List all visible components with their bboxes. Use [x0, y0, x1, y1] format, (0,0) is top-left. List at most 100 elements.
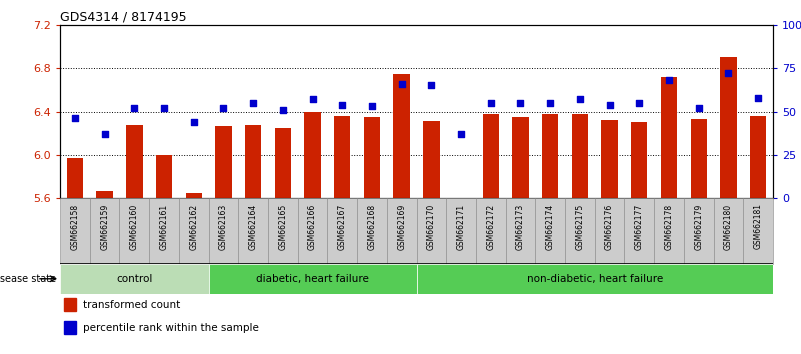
Point	[603, 102, 616, 107]
Point	[425, 82, 438, 88]
Bar	[334, 116, 350, 198]
Bar	[393, 74, 410, 198]
Bar	[60, 264, 208, 294]
Bar	[186, 193, 202, 198]
Point	[574, 97, 586, 102]
Bar	[476, 198, 505, 264]
Bar	[631, 122, 647, 198]
Point	[247, 100, 260, 105]
Bar	[364, 117, 380, 198]
Bar	[602, 120, 618, 198]
Bar	[63, 321, 76, 334]
Bar	[304, 112, 320, 198]
Point	[365, 103, 378, 109]
Bar	[714, 198, 743, 264]
Bar	[743, 198, 773, 264]
Bar	[156, 155, 172, 198]
Point	[514, 100, 527, 105]
Text: GSM662166: GSM662166	[308, 204, 317, 250]
Bar	[328, 198, 357, 264]
Point	[217, 105, 230, 111]
Point	[662, 78, 675, 83]
Text: GSM662161: GSM662161	[159, 204, 168, 250]
Bar	[417, 264, 773, 294]
Text: GSM662158: GSM662158	[70, 204, 79, 250]
Text: GSM662174: GSM662174	[545, 204, 554, 250]
Text: GSM662181: GSM662181	[754, 204, 763, 250]
Bar	[594, 198, 625, 264]
Text: disease state: disease state	[0, 274, 56, 284]
Text: GSM662172: GSM662172	[486, 204, 495, 250]
Text: GSM662177: GSM662177	[635, 204, 644, 250]
Bar	[684, 198, 714, 264]
Point	[751, 95, 764, 101]
Bar	[513, 117, 529, 198]
Point	[633, 100, 646, 105]
Text: transformed count: transformed count	[83, 300, 180, 310]
Bar	[750, 116, 767, 198]
Bar	[542, 114, 558, 198]
Bar	[417, 198, 446, 264]
Bar	[96, 191, 113, 198]
Text: GSM662176: GSM662176	[605, 204, 614, 250]
Bar	[654, 198, 684, 264]
Text: GSM662178: GSM662178	[665, 204, 674, 250]
Bar	[357, 198, 387, 264]
Point	[158, 105, 171, 111]
Text: non-diabetic, heart failure: non-diabetic, heart failure	[526, 274, 663, 284]
Text: GSM662179: GSM662179	[694, 204, 703, 250]
Text: GSM662160: GSM662160	[130, 204, 139, 250]
Bar	[119, 198, 149, 264]
Bar	[483, 114, 499, 198]
Bar	[245, 125, 261, 198]
Text: GSM662159: GSM662159	[100, 204, 109, 250]
Bar	[423, 121, 440, 198]
Point	[336, 102, 348, 107]
Bar	[127, 125, 143, 198]
Bar	[535, 198, 565, 264]
Bar	[572, 114, 588, 198]
Bar	[565, 198, 594, 264]
Bar	[505, 198, 535, 264]
Bar	[90, 198, 119, 264]
Text: GSM662169: GSM662169	[397, 204, 406, 250]
Bar	[66, 158, 83, 198]
Point	[722, 70, 735, 76]
Text: GSM662170: GSM662170	[427, 204, 436, 250]
Text: GSM662180: GSM662180	[724, 204, 733, 250]
Bar	[298, 198, 328, 264]
Bar	[387, 198, 417, 264]
Point	[69, 116, 82, 121]
Text: GSM662168: GSM662168	[368, 204, 376, 250]
Text: GDS4314 / 8174195: GDS4314 / 8174195	[60, 11, 187, 24]
Bar	[661, 77, 677, 198]
Bar	[446, 198, 476, 264]
Bar	[690, 119, 706, 198]
Text: GSM662171: GSM662171	[457, 204, 465, 250]
Bar	[720, 57, 737, 198]
Point	[99, 131, 111, 137]
Text: GSM662164: GSM662164	[248, 204, 258, 250]
Text: GSM662162: GSM662162	[189, 204, 198, 250]
Text: GSM662165: GSM662165	[279, 204, 288, 250]
Text: GSM662163: GSM662163	[219, 204, 228, 250]
Text: percentile rank within the sample: percentile rank within the sample	[83, 323, 259, 333]
Bar	[149, 198, 179, 264]
Bar	[268, 198, 298, 264]
Bar	[625, 198, 654, 264]
Bar	[239, 198, 268, 264]
Bar	[215, 126, 231, 198]
Text: GSM662175: GSM662175	[575, 204, 585, 250]
Bar	[63, 298, 76, 311]
Text: GSM662167: GSM662167	[338, 204, 347, 250]
Point	[128, 105, 141, 111]
Bar	[60, 198, 90, 264]
Point	[485, 100, 497, 105]
Bar	[208, 264, 417, 294]
Point	[692, 105, 705, 111]
Bar	[179, 198, 208, 264]
Point	[544, 100, 557, 105]
Text: control: control	[116, 274, 152, 284]
Point	[395, 81, 408, 87]
Point	[276, 107, 289, 113]
